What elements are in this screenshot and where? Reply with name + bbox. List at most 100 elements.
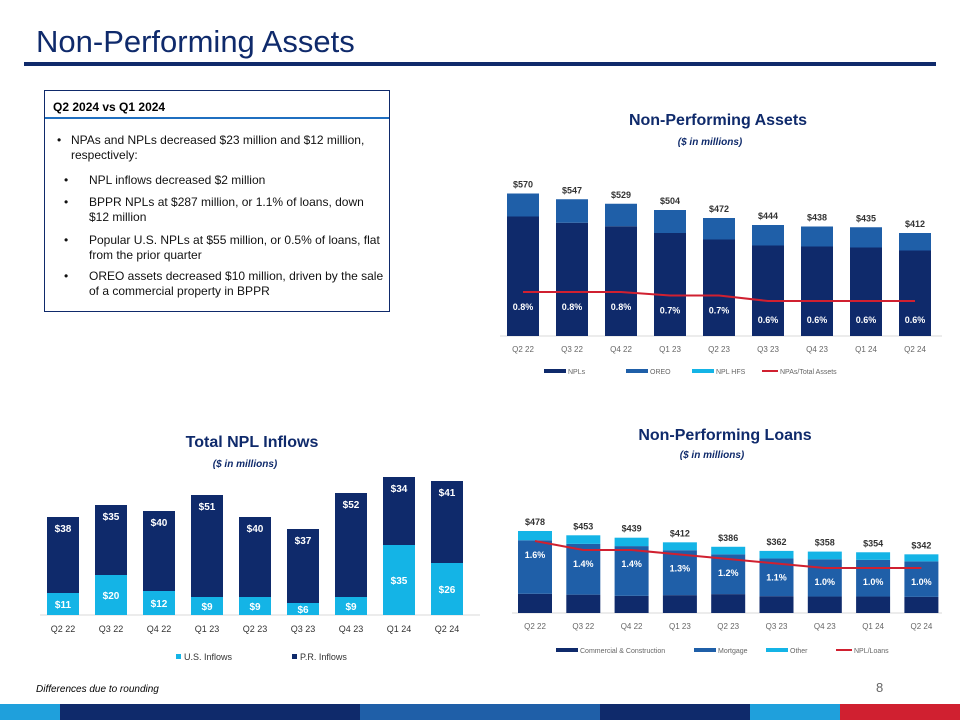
- x-tick-label: Q3 22: [99, 624, 124, 634]
- x-tick-label: Q2 22: [51, 624, 76, 634]
- bar-commercial-construction: [759, 596, 794, 613]
- summary-main-bullet: NPAs and NPLs decreased $23 million and …: [55, 133, 373, 163]
- bar-other: [566, 535, 601, 544]
- legend-label: OREO: [650, 369, 671, 376]
- us-value-label: $35: [391, 576, 408, 587]
- bar-pr-inflows: [95, 505, 127, 575]
- page-title: Non-Performing Assets: [36, 24, 355, 59]
- ratio-label: 1.4%: [621, 559, 642, 569]
- x-tick-label: Q2 23: [708, 345, 730, 354]
- us-value-label: $11: [55, 600, 72, 611]
- ratio-label: 0.7%: [709, 306, 730, 316]
- legend-swatch: [544, 369, 566, 373]
- bar-other: [759, 550, 794, 559]
- title-divider: [24, 62, 936, 66]
- ratio-label: 0.7%: [660, 306, 681, 316]
- ratio-label: 1.3%: [670, 564, 691, 574]
- legend-swatch: [556, 648, 578, 652]
- legend-swatch: [692, 369, 714, 373]
- bar-pr-inflows: [431, 481, 463, 563]
- bar-npls: [850, 247, 882, 336]
- x-tick-label: Q2 22: [524, 622, 546, 631]
- total-label: $342: [911, 540, 931, 550]
- bar-pr-inflows: [191, 495, 223, 597]
- pr-value-label: $34: [391, 484, 408, 495]
- bar-commercial-construction: [711, 594, 746, 613]
- ratio-label: 1.4%: [573, 559, 594, 569]
- bar-npls: [752, 245, 784, 336]
- bar-us-inflows: [143, 591, 175, 615]
- total-label: $504: [660, 196, 680, 206]
- ratio-label: 1.0%: [863, 577, 884, 587]
- ratio-label: 1.6%: [525, 550, 546, 560]
- bar-npls: [507, 216, 539, 336]
- bar-commercial-construction: [662, 595, 697, 613]
- bar-other: [807, 551, 842, 560]
- total-label: $435: [856, 213, 876, 223]
- bar-commercial-construction: [904, 596, 939, 613]
- summary-sub-bullet: BPPR NPLs at $287 million, or 1.1% of lo…: [57, 195, 387, 225]
- legend-label: NPL HFS: [716, 369, 746, 376]
- bar-oreo: [899, 233, 931, 251]
- bar-oreo: [507, 193, 539, 217]
- bar-us-inflows: [431, 563, 463, 615]
- x-tick-label: Q2 22: [512, 345, 534, 354]
- legend-swatch: [694, 648, 716, 652]
- chart-subtitle: ($ in millions): [213, 459, 278, 470]
- bar-other: [856, 552, 891, 560]
- npl-chart: Non-Performing Loans ($ in millions) $478 Q…: [512, 427, 942, 655]
- pr-value-label: $40: [151, 518, 168, 529]
- chart-subtitle: ($ in millions): [678, 137, 743, 148]
- ratio-label: 0.6%: [856, 315, 877, 325]
- x-tick-label: Q4 23: [806, 345, 828, 354]
- bar-pr-inflows: [143, 511, 175, 591]
- bar-mortgage: [614, 546, 649, 596]
- total-label: $386: [718, 533, 738, 543]
- bar-commercial-construction: [807, 596, 842, 613]
- us-value-label: $26: [439, 585, 456, 596]
- us-value-label: $9: [249, 602, 261, 613]
- legend-label: NPLs: [568, 369, 586, 376]
- footnote: Differences due to rounding: [36, 684, 159, 695]
- total-label: $412: [670, 528, 690, 538]
- bar-other: [518, 531, 552, 541]
- bar-other: [711, 546, 746, 555]
- chart-title: Non-Performing Assets: [629, 112, 807, 129]
- bar-commercial-construction: [614, 595, 649, 613]
- x-tick-label: Q2 24: [911, 622, 933, 631]
- ratio-label: 0.6%: [905, 315, 926, 325]
- ratio-label: 1.0%: [815, 577, 836, 587]
- bar-mortgage: [662, 550, 697, 596]
- legend-label: P.R. Inflows: [300, 652, 347, 662]
- ratio-label: 0.6%: [758, 315, 779, 325]
- legend-swatch: [626, 369, 648, 373]
- summary-sub-bullet: OREO assets decreased $10 million, drive…: [57, 269, 387, 299]
- ratio-label: 1.2%: [718, 568, 739, 578]
- bar-npls: [654, 233, 686, 336]
- chart-title: Non-Performing Loans: [638, 427, 811, 444]
- legend-swatch: [766, 648, 788, 652]
- bar-mortgage: [566, 543, 601, 595]
- x-tick-label: Q2 23: [243, 624, 268, 634]
- bar-npls: [703, 239, 735, 336]
- page-number: 8: [876, 680, 884, 695]
- total-label: $444: [758, 211, 778, 221]
- legend-label: Commercial & Construction: [580, 648, 665, 655]
- legend-label: Mortgage: [718, 648, 748, 655]
- bar-us-inflows: [239, 597, 271, 615]
- x-tick-label: Q3 22: [561, 345, 583, 354]
- legend-label: NPAs/Total Assets: [780, 369, 837, 376]
- ratio-label: 0.8%: [562, 302, 583, 312]
- total-label: $547: [562, 185, 582, 195]
- bar-other: [904, 554, 939, 562]
- total-label: $358: [815, 538, 835, 548]
- x-tick-label: Q1 24: [862, 622, 884, 631]
- pr-value-label: $52: [343, 500, 360, 511]
- x-tick-label: Q2 23: [717, 622, 739, 631]
- summary-sub-bullet: NPL inflows decreased $2 million: [57, 173, 387, 188]
- ratio-label: 0.8%: [513, 302, 534, 312]
- x-tick-label: Q3 23: [757, 345, 779, 354]
- bar-commercial-construction: [566, 594, 601, 613]
- x-tick-label: Q2 24: [904, 345, 926, 354]
- legend-label: Other: [790, 648, 808, 655]
